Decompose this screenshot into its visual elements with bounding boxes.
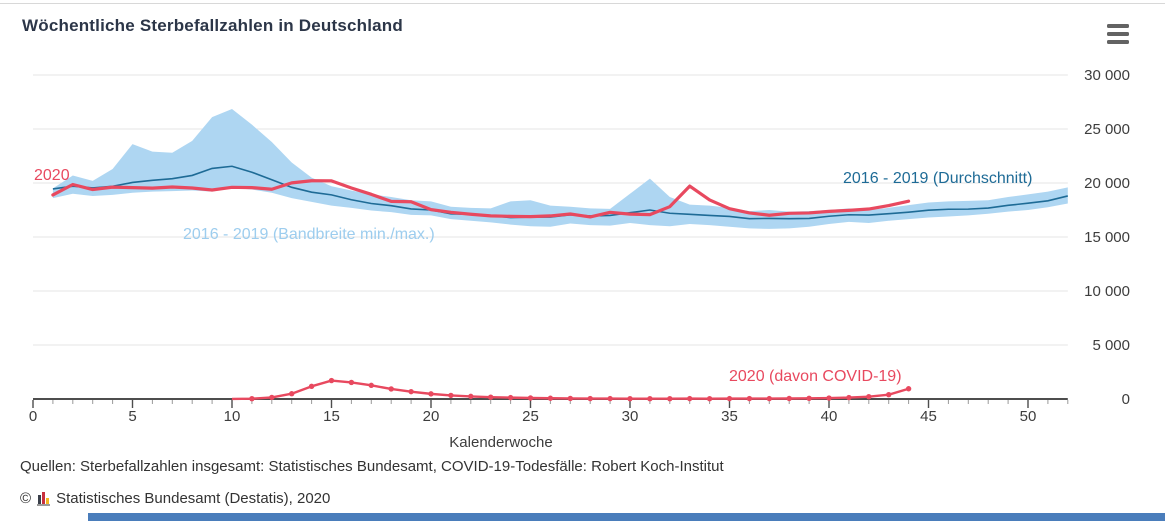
- covid-marker[interactable]: [308, 383, 315, 390]
- covid-marker[interactable]: [368, 382, 374, 389]
- x-tick-label: 10: [224, 408, 241, 425]
- covid-marker[interactable]: [846, 394, 852, 401]
- covid-marker[interactable]: [786, 395, 792, 402]
- covid-marker[interactable]: [527, 395, 534, 401]
- y-tick-label: 5 000: [1092, 337, 1130, 354]
- line-2020[interactable]: [51, 179, 911, 219]
- x-tick-label: 50: [1020, 408, 1037, 425]
- footer-bar: [88, 513, 1165, 521]
- copyright-line: © Statistisches Bundesamt (Destatis), 20…: [20, 490, 330, 507]
- covid-marker[interactable]: [408, 388, 414, 395]
- covid-marker[interactable]: [826, 395, 832, 401]
- covid-marker[interactable]: [348, 379, 355, 386]
- hamburger-bar: [1107, 32, 1129, 36]
- covid-marker[interactable]: [746, 395, 753, 402]
- covid-marker[interactable]: [687, 395, 693, 402]
- y-tick-label: 0: [1122, 391, 1130, 408]
- top-divider: [0, 3, 1165, 4]
- copyright-text: Statistisches Bundesamt (Destatis), 2020: [56, 490, 331, 507]
- series-label-2020: 2020: [34, 167, 70, 184]
- x-tick-label: 45: [920, 408, 937, 425]
- covid-marker[interactable]: [866, 393, 872, 400]
- covid-marker[interactable]: [547, 395, 554, 401]
- covid-marker[interactable]: [328, 377, 335, 384]
- covid-marker[interactable]: [706, 395, 713, 402]
- y-tick-label: 30 000: [1084, 67, 1130, 84]
- x-tick-label: 35: [721, 408, 738, 425]
- band-area[interactable]: [52, 109, 1068, 229]
- chart-canvas: 0 5 000 10 000 15 000 20 000 25 000 30 000 0 5 10…: [29, 67, 1130, 425]
- x-tick-label: 40: [821, 408, 838, 425]
- covid-marker[interactable]: [567, 395, 573, 402]
- covid-marker[interactable]: [766, 395, 772, 402]
- covid-marker[interactable]: [388, 386, 394, 392]
- chart-title: Wöchentliche Sterbefallzahlen in Deutsch…: [22, 16, 403, 35]
- covid-marker[interactable]: [488, 394, 494, 400]
- x-axis-title: Kalenderwoche: [449, 434, 553, 451]
- covid-marker[interactable]: [448, 392, 454, 399]
- covid-marker[interactable]: [667, 395, 673, 402]
- covid-marker[interactable]: [428, 391, 434, 397]
- sources-note: Quellen: Sterbefallzahlen insgesamt: Sta…: [20, 458, 724, 475]
- y-tick-label: 10 000: [1084, 283, 1130, 300]
- covid-marker[interactable]: [269, 394, 275, 401]
- covid-marker[interactable]: [587, 395, 593, 402]
- x-tick-label: 0: [29, 408, 37, 425]
- x-tick-label: 15: [323, 408, 340, 425]
- hamburger-bar: [1107, 24, 1129, 28]
- covid-marker[interactable]: [726, 395, 733, 402]
- series-label-average: 2016 - 2019 (Durchschnitt): [843, 170, 1033, 187]
- covid-marker[interactable]: [507, 394, 514, 401]
- series-label-covid: 2020 (davon COVID-19): [729, 368, 902, 385]
- y-tick-label: 15 000: [1084, 229, 1130, 246]
- x-tick-label: 25: [522, 408, 539, 425]
- x-tick-label: 5: [128, 408, 136, 425]
- covid-marker[interactable]: [627, 395, 633, 402]
- destatis-logo-icon: [37, 491, 51, 506]
- x-tick-label: 20: [423, 408, 440, 425]
- covid-marker[interactable]: [905, 386, 912, 392]
- hamburger-bar: [1107, 40, 1129, 44]
- covid-marker[interactable]: [886, 391, 892, 398]
- copyright-symbol: ©: [20, 490, 32, 507]
- covid-marker[interactable]: [607, 395, 613, 402]
- y-tick-label: 20 000: [1084, 175, 1130, 192]
- x-tick-label: 30: [622, 408, 639, 425]
- covid-marker[interactable]: [806, 395, 812, 402]
- series-label-band: 2016 - 2019 (Bandbreite min./max.): [183, 226, 435, 243]
- y-tick-label: 25 000: [1084, 121, 1130, 138]
- covid-marker[interactable]: [468, 393, 474, 400]
- hamburger-icon[interactable]: [1107, 24, 1129, 44]
- covid-marker[interactable]: [249, 395, 255, 402]
- covid-marker[interactable]: [647, 396, 653, 402]
- covid-marker[interactable]: [289, 391, 295, 397]
